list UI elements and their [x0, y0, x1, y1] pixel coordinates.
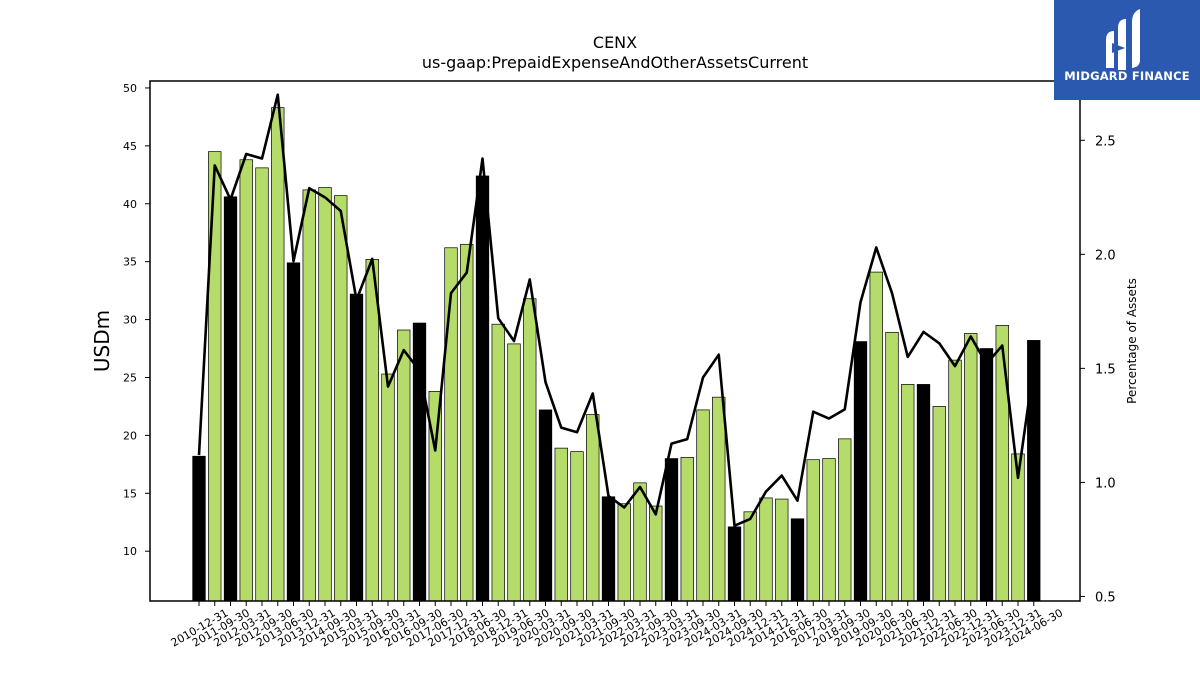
- bar: [743, 511, 757, 602]
- bar: [334, 195, 348, 602]
- bar: [995, 325, 1009, 602]
- bar: [318, 187, 332, 602]
- bar: [286, 262, 301, 602]
- y-tick-label: 10: [123, 545, 137, 558]
- y-tick-label: 15: [123, 487, 137, 500]
- y-tick-label: 20: [123, 429, 137, 442]
- midgard-logo-icon: [1106, 9, 1140, 70]
- bar: [633, 482, 647, 602]
- plot-frame: [149, 80, 1081, 602]
- bar: [397, 329, 411, 602]
- bar: [901, 384, 915, 602]
- bar: [538, 409, 553, 602]
- y-tick-label: 45: [123, 140, 137, 153]
- bar: [948, 359, 962, 602]
- bar: [491, 323, 505, 602]
- y2-tick-label: 1.0: [1095, 476, 1116, 491]
- bar: [712, 396, 726, 602]
- bar: [586, 414, 600, 602]
- x-axis: 2010-12-312011-09-302012-03-312012-09-30…: [169, 601, 1065, 650]
- bar: [696, 409, 710, 602]
- y2-axis-label: Percentage of Assets: [1125, 278, 1139, 404]
- bar: [271, 107, 285, 602]
- bar: [822, 458, 836, 602]
- line-layer: [197, 93, 1036, 528]
- bar: [239, 159, 253, 602]
- bars-group: [192, 107, 1041, 602]
- y-axis-label: USDm: [90, 310, 114, 372]
- bar: [775, 498, 789, 602]
- bar: [869, 271, 883, 602]
- bar: [916, 384, 931, 602]
- bar: [554, 447, 568, 602]
- bar: [853, 341, 868, 602]
- y-tick-label: 50: [123, 82, 137, 95]
- bar: [475, 175, 490, 602]
- bar: [727, 526, 742, 602]
- bar: [838, 438, 852, 602]
- bar: [806, 459, 820, 602]
- percentage-line: [197, 93, 1036, 528]
- y2-axis: 0.5 1.0 1.5 2.0 2.5: [1080, 134, 1116, 605]
- y-tick-label: 40: [123, 198, 137, 211]
- bar: [381, 373, 395, 602]
- y2-tick-label: 1.5: [1095, 362, 1116, 377]
- bar: [365, 259, 379, 602]
- bar: [208, 151, 222, 602]
- y2-tick-label: 2.0: [1095, 248, 1116, 263]
- y-axis: 10 15 20 25 30 35 40 45 50: [123, 82, 150, 558]
- bar: [223, 196, 238, 602]
- bar: [255, 167, 269, 602]
- bar: [979, 348, 994, 602]
- bar: [460, 243, 474, 602]
- y2-tick-label: 0.5: [1095, 590, 1116, 605]
- bar: [302, 189, 316, 602]
- bar: [570, 451, 584, 602]
- chart-subtitle: us-gaap:PrepaidExpenseAndOtherAssetsCurr…: [422, 53, 808, 72]
- bar: [664, 458, 679, 602]
- bar: [601, 496, 616, 602]
- bar: [964, 333, 978, 602]
- chart-title: CENX: [593, 33, 637, 52]
- bar: [885, 331, 899, 602]
- bar: [759, 497, 773, 602]
- bar: [790, 518, 805, 602]
- bar: [349, 293, 364, 602]
- bar: [1027, 340, 1041, 602]
- y-tick-label: 25: [123, 371, 137, 384]
- brand-logo: MIDGARD FINANCE: [1054, 0, 1200, 100]
- bar: [617, 503, 631, 602]
- bar: [680, 457, 694, 602]
- bar: [649, 505, 663, 602]
- y-tick-label: 30: [123, 314, 137, 327]
- bar: [523, 298, 537, 602]
- bar: [192, 455, 206, 602]
- bar: [507, 343, 521, 602]
- bar: [932, 406, 946, 602]
- y2-tick-label: 2.5: [1095, 134, 1116, 149]
- y-tick-label: 35: [123, 256, 137, 269]
- brand-name: MIDGARD FINANCE: [1064, 69, 1190, 83]
